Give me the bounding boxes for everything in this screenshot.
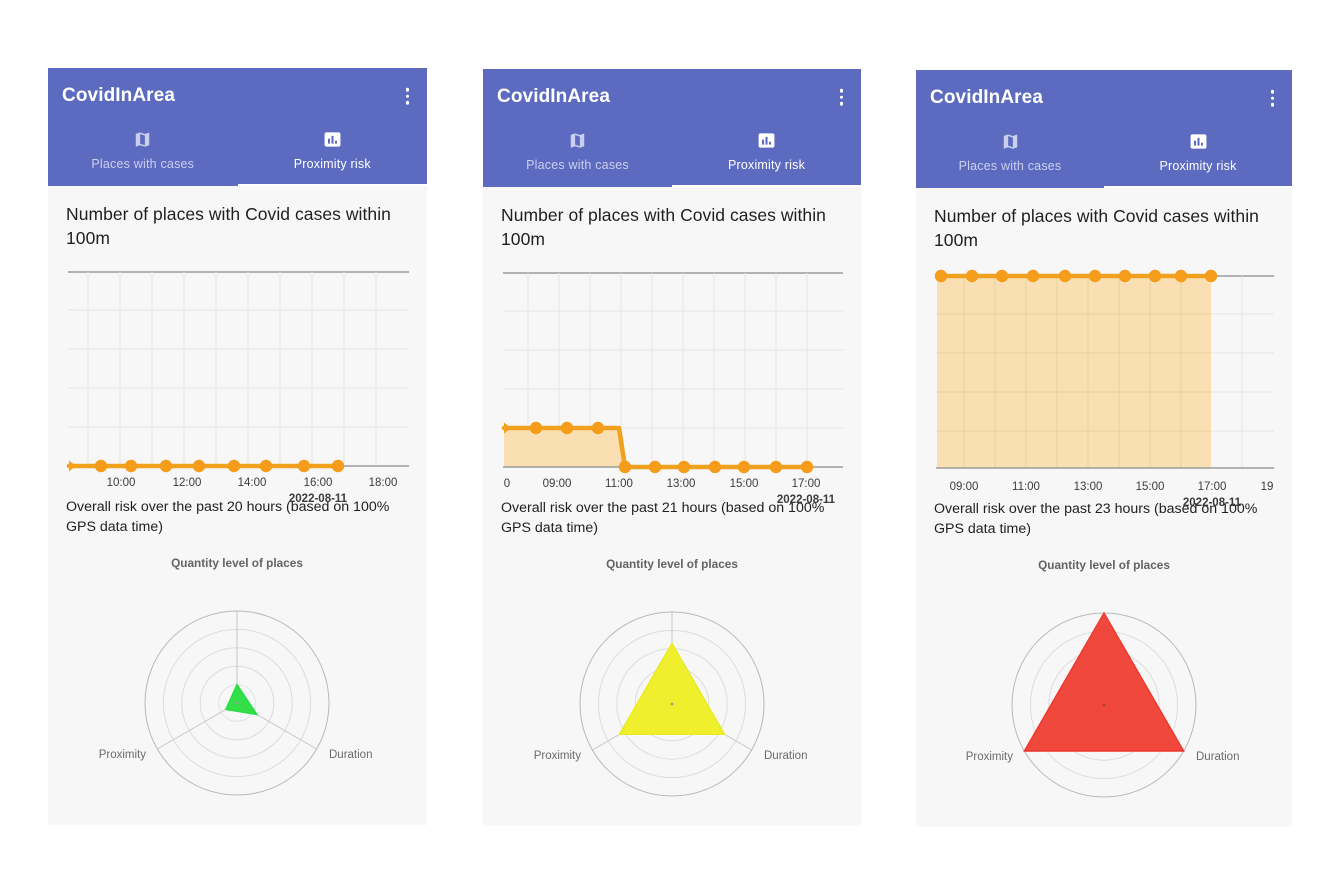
line-chart-2: 0 09:00 11:00 13:00 15:00 17:00 2022-08-… (501, 265, 843, 506)
bar-chart-icon (757, 129, 776, 151)
tab-proximity-risk[interactable]: Proximity risk (672, 125, 861, 187)
app-title: CovidInArea (930, 87, 1044, 108)
x-tick-label: 0 (504, 478, 510, 490)
tab-label: Places with cases (958, 159, 1062, 173)
radar-title: Quantity level of places (1038, 558, 1170, 572)
x-tick-label: 19 (1261, 481, 1274, 493)
x-tick-label: 13:00 (667, 478, 696, 490)
tab-places-with-cases[interactable]: Places with cases (48, 124, 238, 186)
phone-screen-2: CovidInArea Places with cases Proximity … (483, 69, 861, 826)
tab-bar-2: Places with cases Proximity risk (483, 125, 861, 187)
x-tick-label: 17:00 (1198, 481, 1227, 493)
card-body-3: Number of places with Covid cases within… (916, 188, 1292, 800)
tab-bar-1: Places with cases Proximity risk (48, 124, 427, 186)
x-tick-label: 17:00 (792, 478, 821, 490)
app-bar-1: CovidInArea Places with cases Proximity … (48, 68, 427, 186)
radar-axis-label-duration: Duration (329, 749, 372, 761)
x-axis-date-label: 2022-08-11 (1183, 497, 1242, 509)
app-title: CovidInArea (497, 86, 611, 107)
page-title: Number of places with Covid cases within… (934, 206, 1259, 250)
tab-places-with-cases[interactable]: Places with cases (916, 126, 1104, 188)
tab-label: Places with cases (526, 158, 629, 172)
tab-proximity-risk[interactable]: Proximity risk (237, 124, 428, 186)
radar-axis-label-duration: Duration (764, 750, 807, 762)
phone-screen-3: CovidInArea Places with cases Proximity … (916, 70, 1292, 827)
radar-axis-label-proximity: Proximity (966, 751, 1014, 763)
x-tick-label: 11:00 (605, 478, 633, 490)
line-chart-3: 09:00 11:00 13:00 15:00 17:00 19 2022-08… (934, 266, 1274, 509)
card-body-2: Number of places with Covid cases within… (483, 187, 861, 799)
more-vert-icon[interactable] (1270, 89, 1274, 107)
tab-places-with-cases[interactable]: Places with cases (483, 125, 672, 187)
more-vert-icon[interactable] (405, 87, 409, 105)
radar-title: Quantity level of places (606, 557, 738, 571)
tab-label: Places with cases (91, 157, 195, 171)
tab-label: Proximity risk (727, 158, 806, 172)
x-tick-label: 15:00 (1136, 481, 1165, 493)
page-title: Number of places with Covid cases within… (501, 205, 826, 249)
x-tick-label: 11:00 (1012, 481, 1040, 493)
tab-label: Proximity risk (293, 157, 371, 171)
radar-polygon (618, 642, 726, 736)
x-axis-date-label: 2022-08-11 (777, 494, 836, 506)
phone-screen-1: CovidInArea Places with cases Proximity … (48, 68, 427, 825)
x-tick-label: 14:00 (238, 477, 267, 489)
bar-chart-icon (323, 128, 342, 150)
radar-polygon (224, 683, 259, 716)
radar-chart-1: Quantity level of places (66, 543, 409, 798)
x-tick-label: 13:00 (1074, 481, 1103, 493)
x-tick-label: 10:00 (107, 477, 136, 489)
tab-bar-3: Places with cases Proximity risk (916, 126, 1292, 188)
page-title: Number of places with Covid cases within… (66, 204, 391, 248)
x-tick-label: 09:00 (543, 478, 572, 490)
radar-axis-label-proximity: Proximity (534, 750, 582, 762)
app-bar-top-1: CovidInArea (48, 68, 427, 124)
map-icon (1001, 130, 1020, 152)
card-body-1: Number of places with Covid cases within… (48, 186, 427, 798)
app-bar-top-3: CovidInArea (916, 70, 1292, 126)
x-axis-date-label: 2022-08-11 (289, 493, 348, 505)
risk-summary-text: Overall risk over the past 21 hours (bas… (501, 500, 825, 536)
app-bar-2: CovidInArea Places with cases Proximity … (483, 69, 861, 187)
radar-axis-label-proximity: Proximity (99, 749, 147, 761)
map-icon (133, 128, 152, 150)
risk-summary-text: Overall risk over the past 20 hours (bas… (66, 499, 390, 535)
app-bar-top-2: CovidInArea (483, 69, 861, 125)
app-bar-3: CovidInArea Places with cases Proximity … (916, 70, 1292, 188)
radar-polygon (1023, 612, 1185, 753)
x-tick-label: 09:00 (950, 481, 979, 493)
app-title: CovidInArea (62, 85, 176, 106)
tab-proximity-risk[interactable]: Proximity risk (1104, 126, 1292, 188)
radar-axis-label-duration: Duration (1196, 751, 1239, 763)
radar-chart-3: Quantity level of places (934, 545, 1274, 800)
bar-chart-icon (1189, 130, 1208, 152)
x-tick-label: 18:00 (369, 477, 398, 489)
radar-chart-2: Quantity level of places (501, 544, 843, 799)
line-chart-1: 10:00 12:00 14:00 16:00 18:00 2022-08-11 (66, 264, 409, 505)
more-vert-icon[interactable] (839, 88, 843, 106)
tab-label: Proximity risk (1159, 159, 1237, 173)
map-icon (568, 129, 587, 151)
x-tick-label: 12:00 (173, 477, 202, 489)
x-tick-label: 16:00 (304, 477, 333, 489)
radar-title: Quantity level of places (171, 556, 303, 570)
risk-summary-text: Overall risk over the past 23 hours (bas… (934, 501, 1258, 537)
x-tick-label: 15:00 (730, 478, 759, 490)
